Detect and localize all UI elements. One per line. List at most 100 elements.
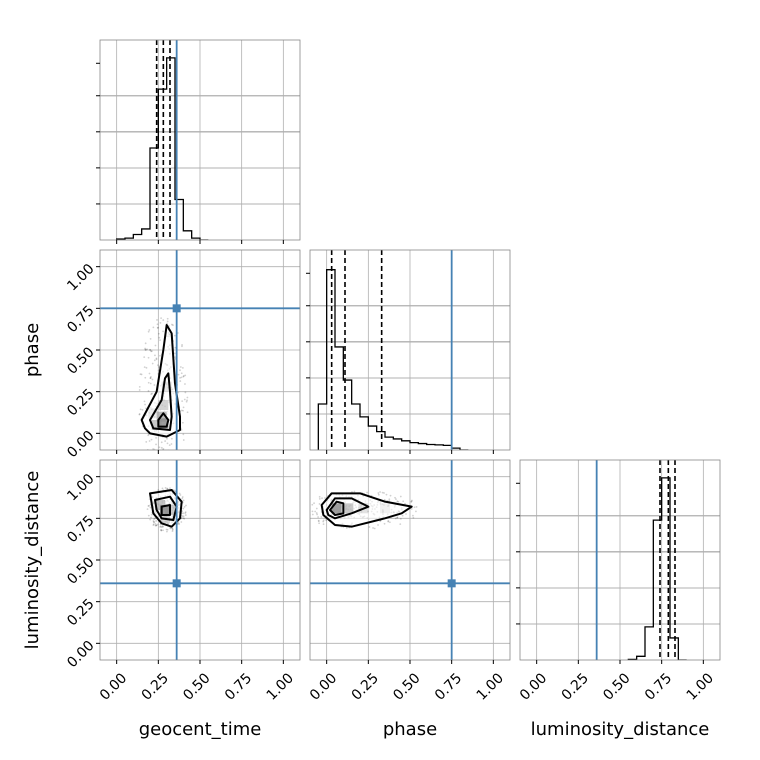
scatter-point	[177, 391, 180, 394]
scatter-point	[415, 510, 417, 513]
truth-marker	[172, 579, 181, 588]
scatter-point	[181, 496, 184, 498]
scatter-point	[311, 510, 314, 513]
scatter-point	[148, 329, 151, 331]
scatter-point	[186, 396, 189, 399]
scatter-point	[181, 497, 184, 500]
scatter-point	[184, 514, 187, 516]
scatter-point	[385, 493, 388, 496]
scatter-point	[156, 458, 158, 460]
contour-level-0	[320, 492, 413, 528]
scatter-point	[394, 517, 397, 520]
scatter-point	[410, 501, 413, 503]
scatter-point	[178, 523, 181, 525]
y-tick-label: 0.25	[64, 386, 97, 419]
scatter-point	[399, 523, 402, 526]
scatter-point	[185, 400, 188, 403]
scatter-point	[143, 400, 146, 403]
scatter-point	[153, 384, 156, 386]
scatter-point	[173, 489, 176, 492]
x-tick-label: 0.50	[180, 670, 213, 703]
scatter-point	[179, 369, 181, 372]
scatter-point	[183, 506, 186, 508]
scatter-point	[172, 452, 174, 454]
scatter-point	[181, 366, 184, 369]
y-tick-label: 0.75	[64, 513, 97, 546]
scatter-point	[389, 494, 392, 497]
panel-geocent_time-vs-phase	[100, 250, 300, 474]
scatter-point	[383, 522, 386, 525]
scatter-point	[145, 441, 148, 443]
scatter-point	[149, 518, 152, 521]
scatter-point	[153, 521, 156, 524]
scatter-point	[173, 352, 176, 355]
scatter-point	[147, 330, 150, 333]
scatter-point	[155, 357, 158, 360]
scatter-point	[155, 436, 157, 439]
scatter-point	[152, 326, 155, 329]
y-tick-label: 0.00	[64, 638, 97, 671]
scatter-point	[182, 517, 185, 520]
x-tick-label: 0.25	[559, 670, 592, 703]
scatter-point	[345, 527, 348, 529]
x-tick-label: 1.00	[264, 670, 297, 703]
scatter-point	[171, 323, 173, 326]
scatter-point	[159, 526, 161, 528]
scatter-point	[307, 511, 309, 513]
histogram-luminosity_distance	[627, 477, 687, 660]
contour-level-1	[149, 372, 173, 431]
truth-marker	[447, 579, 456, 588]
scatter-point	[174, 346, 177, 349]
scatter-point	[158, 336, 161, 339]
scatter-point	[162, 330, 164, 333]
scatter-point	[162, 319, 165, 321]
scatter-point	[160, 441, 163, 444]
scatter-point	[186, 411, 189, 414]
y-tick-label: 1.00	[64, 471, 97, 504]
scatter-point	[152, 523, 155, 526]
scatter-point	[164, 487, 167, 489]
scatter-point	[146, 348, 148, 351]
scatter-point	[153, 518, 156, 521]
scatter-point	[164, 472, 166, 474]
scatter-point	[167, 466, 169, 468]
scatter-point	[144, 376, 147, 379]
scatter-point	[166, 437, 168, 440]
scatter-point	[150, 350, 153, 353]
scatter-point	[154, 523, 157, 525]
scatter-point	[182, 499, 185, 502]
scatter-point	[179, 366, 182, 368]
scatter-point	[173, 334, 176, 337]
scatter-point	[155, 520, 158, 522]
scatter-point	[166, 487, 169, 490]
scatter-point	[160, 446, 163, 449]
scatter-point	[160, 529, 163, 532]
scatter-point	[177, 522, 180, 525]
x-tick-label: 0.00	[517, 670, 550, 703]
scatter-point	[316, 513, 318, 516]
scatter-point	[152, 521, 155, 523]
scatter-point	[321, 497, 323, 500]
scatter-point	[141, 408, 144, 411]
scatter-point	[396, 516, 399, 519]
scatter-point	[162, 466, 164, 468]
scatter-point	[157, 364, 159, 367]
scatter-point	[154, 517, 156, 520]
scatter-point	[155, 524, 158, 527]
contour-level-2	[329, 500, 345, 516]
scatter-point	[149, 375, 152, 378]
scatter-point	[186, 399, 188, 402]
scatter-point	[182, 375, 185, 378]
scatter-point	[138, 389, 141, 391]
scatter-point	[368, 526, 371, 528]
y-axis-label-phase: phase	[22, 323, 43, 377]
scatter-point	[180, 376, 183, 379]
scatter-point	[308, 513, 310, 515]
scatter-point	[396, 500, 399, 503]
scatter-point	[149, 382, 152, 385]
scatter-point	[152, 448, 155, 450]
scatter-point	[156, 319, 158, 321]
scatter-point	[318, 495, 321, 498]
scatter-point	[377, 524, 379, 526]
